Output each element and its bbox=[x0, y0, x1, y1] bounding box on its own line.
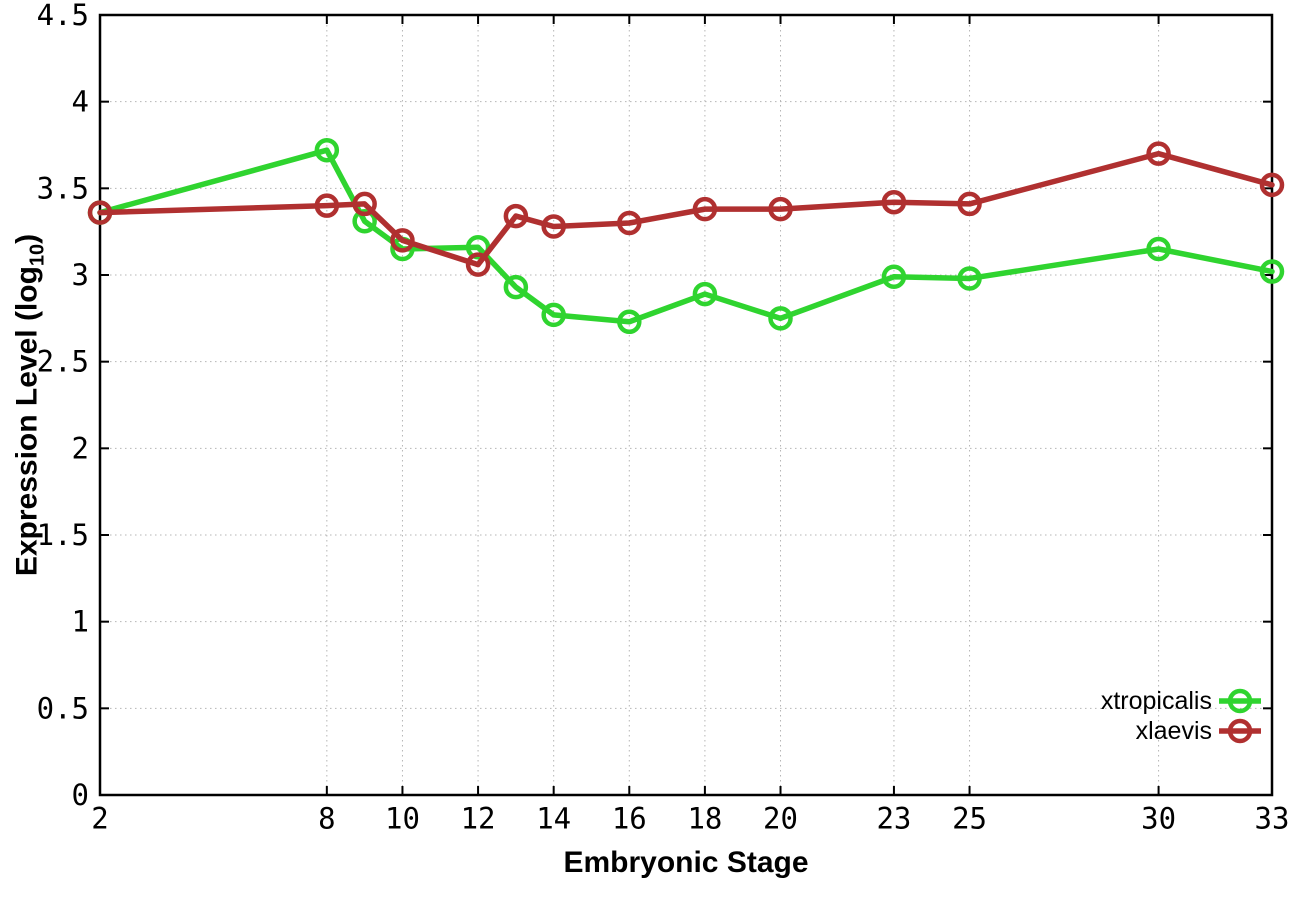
y-tick-label: 1 bbox=[72, 605, 89, 639]
x-tick-label: 12 bbox=[461, 802, 496, 836]
y-tick-label: 2 bbox=[72, 431, 89, 465]
x-tick-label: 16 bbox=[612, 802, 647, 836]
y-tick-label: 4 bbox=[72, 85, 89, 119]
data-point-xlaevis bbox=[541, 214, 566, 239]
x-tick-label: 14 bbox=[536, 802, 571, 836]
legend-marker-icon bbox=[1219, 688, 1261, 714]
data-point-xtropicalis bbox=[957, 266, 982, 291]
data-point-xtropicalis bbox=[352, 209, 377, 234]
data-point-xlaevis bbox=[314, 193, 340, 218]
data-point-xlaevis bbox=[957, 191, 982, 217]
y-axis-title-subscript: 10 bbox=[26, 243, 49, 267]
legend-item-xlaevis: xlaevis bbox=[1136, 716, 1262, 746]
x-tick-label: 30 bbox=[1141, 802, 1176, 836]
x-axis-title: Embryonic Stage bbox=[563, 846, 809, 879]
x-tick-label: 20 bbox=[763, 802, 798, 836]
data-point-xlaevis bbox=[390, 228, 415, 253]
data-point-xlaevis bbox=[881, 189, 907, 215]
x-tick-label: 23 bbox=[876, 802, 911, 836]
x-tick-label: 33 bbox=[1255, 802, 1290, 836]
data-point-xlaevis bbox=[352, 191, 377, 217]
legend-marker-icon bbox=[1219, 718, 1261, 744]
data-point-xlaevis bbox=[692, 196, 718, 222]
x-tick-label: 25 bbox=[952, 802, 987, 836]
data-point-xlaevis bbox=[768, 196, 793, 222]
x-tick-label: 18 bbox=[687, 802, 722, 836]
y-tick-label: 3 bbox=[72, 258, 89, 292]
data-point-xtropicalis bbox=[1146, 236, 1171, 262]
y-tick-label: 0 bbox=[72, 778, 89, 812]
y-axis-title: Expression Level (log10) bbox=[11, 234, 50, 576]
data-point-xtropicalis bbox=[541, 302, 566, 328]
data-point-xtropicalis bbox=[314, 137, 340, 163]
legend-label: xlaevis bbox=[1135, 716, 1212, 745]
data-point-xtropicalis bbox=[617, 309, 642, 335]
data-point-xtropicalis bbox=[1259, 259, 1285, 284]
y-axis-title-text: Expression Level (log bbox=[10, 266, 44, 577]
y-tick-label: 1.5 bbox=[37, 518, 89, 552]
y-tick-label: 0.5 bbox=[37, 691, 89, 725]
data-point-xtropicalis bbox=[503, 274, 529, 300]
y-tick-label: 3.5 bbox=[37, 171, 89, 205]
legend: xtropicalis xlaevis bbox=[1101, 686, 1262, 746]
data-point-xtropicalis bbox=[768, 306, 793, 331]
series-line-xtropicalis bbox=[97, 147, 1275, 325]
plot-border bbox=[98, 13, 1274, 797]
data-point-xlaevis bbox=[465, 252, 491, 277]
data-point-xtropicalis bbox=[692, 281, 718, 307]
legend-label: xtropicalis bbox=[1100, 686, 1212, 715]
data-point-xtropicalis bbox=[881, 264, 907, 289]
data-point-xlaevis bbox=[1146, 141, 1171, 166]
data-point-xlaevis bbox=[503, 203, 529, 229]
y-tick-label: 4.5 bbox=[37, 0, 89, 32]
data-point-xlaevis bbox=[87, 200, 113, 225]
x-tick-label: 10 bbox=[385, 802, 420, 836]
x-tick-label: 8 bbox=[318, 802, 335, 836]
data-point-xlaevis bbox=[1259, 172, 1285, 198]
legend-item-xtropicalis: xtropicalis bbox=[1101, 686, 1262, 716]
series-line-xlaevis bbox=[97, 150, 1275, 268]
y-axis-title-suffix: ) bbox=[10, 233, 44, 244]
data-point-xtropicalis bbox=[465, 235, 491, 260]
y-tick-label: 2.5 bbox=[37, 345, 89, 379]
x-tick-label: 2 bbox=[91, 802, 108, 836]
data-point-xlaevis bbox=[617, 210, 642, 236]
